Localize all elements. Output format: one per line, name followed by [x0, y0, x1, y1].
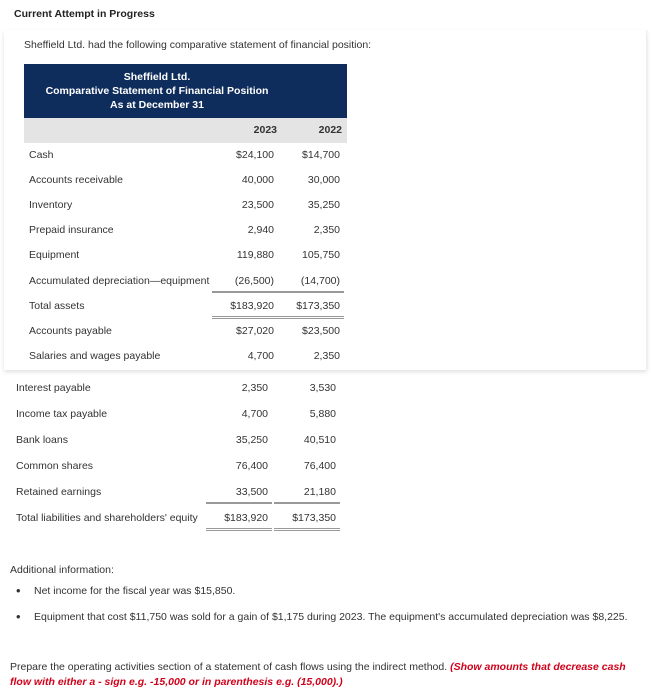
row-label: Accumulated depreciation—equipment — [29, 274, 210, 287]
table-row: Retained earnings 33,500 21,180 — [16, 482, 356, 504]
value-2022: $173,350 — [278, 296, 344, 319]
company-name: Sheffield Ltd. — [123, 71, 191, 83]
additional-info-item: Equipment that cost $11,750 was sold for… — [16, 611, 628, 623]
table-row: Accumulated depreciation—equipment (26,50… — [29, 271, 369, 293]
value-2023: 4,700 — [247, 349, 274, 362]
statement-title: Comparative Statement of Financial Posit… — [45, 85, 269, 97]
row-label: Accounts payable — [29, 324, 112, 337]
row-label: Cash — [29, 149, 54, 161]
value-2023: 2,350 — [241, 382, 268, 394]
value-2022: 2,350 — [313, 224, 340, 237]
year-2023: 2023 — [253, 124, 277, 136]
value-2022: 40,510 — [303, 434, 336, 446]
value-2023: $183,920 — [212, 296, 278, 319]
row-label: Prepaid insurance — [29, 224, 114, 237]
value-2023: $183,920 — [206, 508, 272, 531]
row-label: Salaries and wages payable — [29, 349, 161, 362]
value-2023: 4,700 — [241, 408, 268, 420]
row-label: Income tax payable — [16, 408, 108, 420]
statement-date: As at December 31 — [110, 99, 204, 111]
table-row: Income tax payable 4,700 5,880 — [16, 404, 356, 424]
table-row: Total liabilities and shareholders' equi… — [16, 508, 356, 531]
value-2022: 21,180 — [274, 482, 340, 504]
value-2023: 119,880 — [236, 249, 274, 262]
instructions: Prepare the operating activities section… — [10, 660, 645, 690]
value-2022: 35,250 — [307, 199, 340, 212]
table-row: Inventory 23,500 35,250 — [29, 195, 369, 215]
value-2023: 35,250 — [235, 434, 268, 446]
value-2023: 2,940 — [247, 224, 274, 237]
value-2022: $23,500 — [302, 324, 340, 337]
table-row: Salaries and wages payable 4,700 2,350 — [29, 346, 369, 366]
value-2023: 40,000 — [241, 174, 274, 187]
year-header-row: 2023 2022 — [24, 118, 347, 143]
value-2022: 76,400 — [303, 460, 336, 472]
value-2022: 105,750 — [302, 249, 340, 262]
row-label: Inventory — [29, 199, 73, 212]
row-label: Accounts receivable — [29, 174, 123, 187]
intro-text: Sheffield Ltd. had the following compara… — [24, 39, 372, 51]
row-label: Retained earnings — [16, 486, 102, 498]
table-row: Bank loans 35,250 40,510 — [16, 430, 356, 450]
value-2022: 5,880 — [309, 408, 336, 420]
value-2023: $27,020 — [236, 324, 274, 337]
instruction-hint: (Show amounts that decrease cash flow wi… — [10, 661, 626, 688]
table-row: Common shares 76,400 76,400 — [16, 456, 356, 476]
table-row: Total assets $183,920 $173,350 — [29, 296, 369, 319]
table-row: Accounts receivable 40,000 30,000 — [29, 170, 369, 190]
table-row: Interest payable 2,350 3,530 — [16, 378, 356, 398]
row-label: Bank loans — [16, 434, 68, 446]
value-2022: $173,350 — [274, 508, 340, 531]
additional-info-heading: Additional information: — [10, 564, 114, 576]
statement-header: Sheffield Ltd. Comparative Statement of … — [24, 64, 347, 118]
value-2023: 23,500 — [241, 199, 274, 212]
row-label: Total liabilities and shareholders' equi… — [16, 512, 198, 524]
value-2023: (26,500) — [212, 271, 278, 293]
row-label: Total assets — [29, 299, 85, 312]
table-row: Cash $24,100 $14,700 — [29, 145, 369, 165]
page-title: Current Attempt in Progress — [14, 8, 155, 20]
year-2022: 2022 — [318, 124, 342, 136]
item-text: Net income for the fiscal year was $15,8… — [34, 585, 236, 597]
value-2022: 3,530 — [309, 382, 336, 394]
value-2022: 2,350 — [313, 349, 340, 362]
table-row: Accounts payable $27,020 $23,500 — [29, 321, 369, 341]
value-2022: 30,000 — [307, 174, 340, 187]
value-2022: $14,700 — [302, 149, 340, 161]
row-label: Equipment — [29, 249, 80, 262]
value-2023: 76,400 — [235, 460, 268, 472]
row-label: Interest payable — [16, 382, 91, 394]
table-row: Prepaid insurance 2,940 2,350 — [29, 220, 369, 240]
row-label: Common shares — [16, 460, 94, 472]
table-row: Equipment 119,880 105,750 — [29, 245, 369, 265]
value-2023: $24,100 — [236, 149, 274, 161]
additional-info-item: Net income for the fiscal year was $15,8… — [16, 585, 236, 597]
value-2023: 33,500 — [206, 482, 272, 504]
instruction-text: Prepare the operating activities section… — [10, 661, 448, 673]
item-text: Equipment that cost $11,750 was sold for… — [34, 611, 628, 623]
value-2022: (14,700) — [278, 271, 344, 293]
